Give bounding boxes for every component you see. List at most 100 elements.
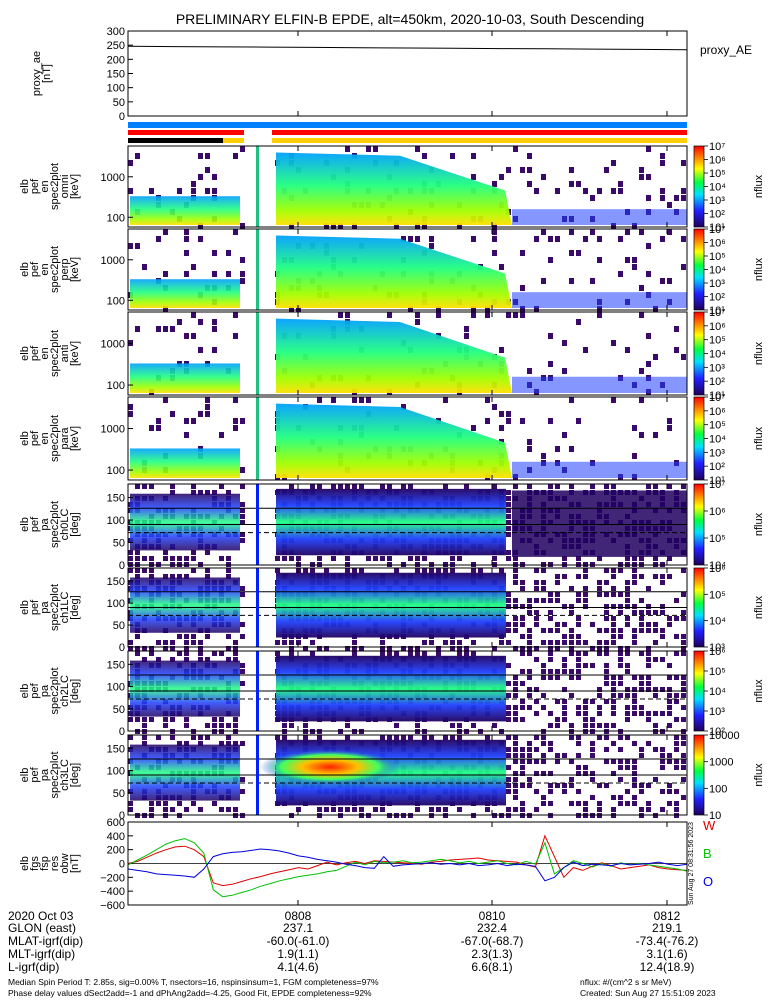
panel-5-ytick-label-1: 50 (113, 538, 125, 550)
panel-6-noise-cell (646, 646, 651, 651)
panel-7-noise-cell (555, 723, 560, 728)
panel-9-ytick-label-4: 200 (107, 845, 125, 857)
panel-7-noise-cell (471, 651, 476, 656)
status-bar-blue (128, 122, 687, 128)
panel-6-noise-cell (548, 598, 553, 603)
panel-0-ylabel-0: proxy_ae (31, 51, 43, 96)
panel-8-noise-cell (534, 759, 539, 764)
panel-8-noise-cell (548, 789, 553, 794)
panel-8-noise-cell (590, 753, 595, 758)
panel-8-noise-cell (667, 759, 672, 764)
panel-8-noise-cell (576, 789, 581, 794)
panel-7-noise-cell (275, 651, 280, 656)
panel-6-noise-cell (527, 640, 532, 645)
panel-4-noise-cell (128, 404, 133, 410)
panel-2-ylabel-5: [keV] (69, 257, 81, 282)
panel-8-noise-cell (632, 765, 637, 770)
panel-7-noise-cell (632, 705, 637, 710)
panel-2-noise-cell (429, 236, 434, 242)
panel-5-colorbar-label-1: 10⁵ (709, 533, 726, 545)
panel-9-ylabel-0: elb (19, 856, 31, 871)
panel-3-noise-cell (646, 361, 651, 367)
panel-8-noise-cell (646, 783, 651, 788)
panel-8-ylabel-4: ch3LC (59, 759, 71, 791)
panel-9-ytick-label-3: 0 (119, 859, 125, 871)
panel-7-noise-cell (576, 711, 581, 716)
panel-3-noise-cell (415, 312, 420, 318)
proxy-ae-line (127, 45, 688, 51)
panel-7-noise-cell (611, 711, 616, 716)
panel-8-noise-cell (527, 747, 532, 752)
panel-7-noise-cell (569, 651, 574, 656)
panel-8-noise-cell (660, 765, 665, 770)
panel-7-noise-cell (380, 651, 385, 656)
panel-2-noise-cell (135, 243, 140, 249)
panel-7-noise-cell (590, 717, 595, 722)
panel-7-noise-cell (611, 699, 616, 704)
panel-6-noise-cell (527, 604, 532, 609)
panel-7-ylabel-1: pef (29, 682, 41, 698)
panel-1-noise-cell (240, 223, 245, 229)
panel-8-noise-cell (156, 735, 161, 740)
panel-2-noise-cell (653, 306, 658, 312)
panel-2-noise-cell (191, 264, 196, 270)
panel-4-noise-cell (611, 397, 616, 403)
panel-8-noise-cell (219, 807, 224, 812)
panel-5-frame (127, 483, 688, 566)
panel-0-ytick-label-3: 150 (107, 69, 125, 81)
panel-5-ylabel-0: elb (19, 517, 31, 532)
panel-8-noise-cell (632, 801, 637, 806)
panel-4-noise-cell (471, 425, 476, 431)
panel-3-band-post (512, 376, 687, 393)
panel-6-noise-cell (562, 604, 567, 609)
panel-5-noise-cell (170, 484, 175, 489)
panel-6-noise-cell (534, 610, 539, 615)
panel-6-noise-cell (520, 622, 525, 627)
panel-8-noise-cell (240, 741, 245, 746)
panel-6-noise-cell (681, 568, 686, 573)
panel-1-noise-cell (534, 188, 539, 194)
panel-7-noise-cell (345, 723, 350, 728)
panel-7-noise-cell (611, 723, 616, 728)
panel-1-colorbar-label-0: 10¹ (709, 222, 725, 234)
panel-1-noise-cell (366, 146, 371, 152)
panel-6-colorbar (693, 567, 705, 648)
panel-6-noise-cell (233, 640, 238, 645)
panel-6-noise-cell (513, 616, 518, 621)
panel-1-noise-cell (338, 223, 343, 229)
panel-4-noise-cell (366, 397, 371, 403)
panel-8-noise-cell (513, 759, 518, 764)
panel-6-noise-cell (443, 568, 448, 573)
panel-6-noise-cell (548, 592, 553, 597)
panel-6-noise-cell (450, 568, 455, 573)
panel-8-noise-cell (667, 783, 672, 788)
panel-5-noise-cell (289, 556, 294, 561)
panel-6-noise-cell (674, 598, 679, 603)
panel-8-noise-cell (681, 795, 686, 800)
footer-row-mlt-1: 2.3(1.3) (471, 947, 512, 961)
panel-7-noise-cell (625, 705, 630, 710)
panel-6-noise-cell (541, 586, 546, 591)
panel-9-ylabel-2: fsp (39, 856, 51, 871)
footer-note-line2: Phase delay values dSect2add=-1 and dPhA… (8, 988, 372, 998)
panel-4-noise-cell (485, 418, 490, 424)
panel-6-noise-cell (583, 640, 588, 645)
panel-5-ylabel-2: pa (39, 518, 51, 531)
panel-5-noise-cell (667, 484, 672, 489)
panel-6-noise-cell (618, 610, 623, 615)
panel-7-noise-cell (639, 687, 644, 692)
panel-6-noise-cell (394, 568, 399, 573)
panel-8-noise-cell (156, 801, 161, 806)
panel-8-noise-cell (681, 735, 686, 740)
panel-6-noise-cell (513, 580, 518, 585)
panel-8-noise-cell (590, 747, 595, 752)
panel-7-noise-cell (513, 687, 518, 692)
panel-8-noise-cell (128, 807, 133, 812)
panel-6-noise-cell (569, 586, 574, 591)
panel-3-noise-cell (548, 333, 553, 339)
panel-3-noise-cell (513, 312, 518, 318)
panel-8-noise-cell (625, 801, 630, 806)
panel-2-noise-cell (541, 278, 546, 284)
panel-7-noise-cell (177, 651, 182, 656)
